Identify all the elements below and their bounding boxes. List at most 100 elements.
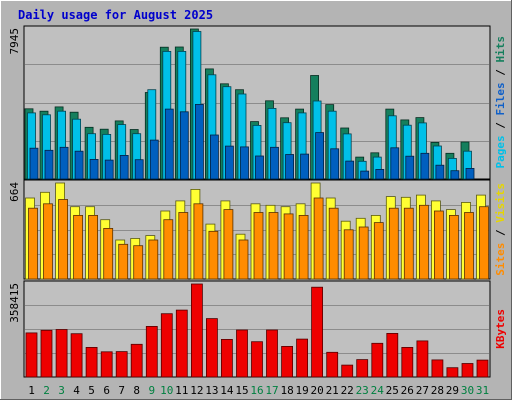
panel-max-label: 7945 <box>8 28 21 55</box>
bar-kbytes-day-1 <box>25 332 38 378</box>
bar-pages-day-25 <box>390 147 400 180</box>
bar-sites-day-23 <box>358 226 369 280</box>
bar-kbytes-day-30 <box>461 363 474 378</box>
bar-kbytes-day-21 <box>326 351 339 378</box>
bar-pages-day-18 <box>285 154 295 180</box>
x-tick-label-day-3: 3 <box>58 384 65 397</box>
x-tick-label-day-1: 1 <box>28 384 35 397</box>
bar-kbytes-day-26 <box>401 346 414 378</box>
panel-max-label: 664 <box>8 182 21 202</box>
bar-sites-day-31 <box>479 206 489 280</box>
x-tick-label-day-6: 6 <box>103 384 110 397</box>
x-tick-label-day-22: 22 <box>341 384 354 397</box>
bar-pages-day-3 <box>59 146 69 180</box>
x-tick-label-day-17: 17 <box>265 384 278 397</box>
panel-hits_files_pages: 7945 Pages / Files / Hits <box>8 25 507 180</box>
bar-sites-day-24 <box>373 222 384 280</box>
bar-sites-day-29 <box>448 214 459 280</box>
bar-pages-day-9 <box>149 139 159 180</box>
x-tick-label-day-25: 25 <box>386 384 399 397</box>
bar-pages-day-8 <box>134 159 144 180</box>
x-tick-label-day-11: 11 <box>175 384 188 397</box>
bar-pages-day-29 <box>450 170 460 180</box>
x-tick-label-day-5: 5 <box>88 384 95 397</box>
x-tick-label-day-4: 4 <box>73 384 80 397</box>
bar-sites-day-14 <box>223 209 234 280</box>
bar-pages-day-21 <box>330 148 340 180</box>
x-tick-label-day-21: 21 <box>326 384 339 397</box>
bar-kbytes-day-11 <box>175 309 188 378</box>
axis-title-separator: / <box>494 223 507 243</box>
bar-pages-day-22 <box>345 160 355 180</box>
bar-pages-day-17 <box>270 146 279 180</box>
bar-pages-day-26 <box>405 155 415 180</box>
bar-kbytes-day-17 <box>266 329 278 378</box>
bar-sites-day-5 <box>88 214 98 280</box>
bar-kbytes-day-14 <box>220 338 233 378</box>
bar-kbytes-day-20 <box>311 286 324 378</box>
bar-pages-day-28 <box>435 164 445 180</box>
bar-kbytes-day-6 <box>100 351 113 378</box>
bar-kbytes-day-16 <box>251 341 263 378</box>
axis-title-kbytes: KBytes <box>494 309 507 349</box>
bar-pages-day-5 <box>89 158 99 180</box>
x-tick-label-day-9: 9 <box>148 384 155 397</box>
series-kbytes <box>25 283 489 378</box>
x-tick-label-day-18: 18 <box>280 384 293 397</box>
x-axis-labels: 1 2 3 4 5 6 7 8 9 10 11 12 13 14 15 16 17 18 19 20 21 22 23 24 2… <box>28 384 489 397</box>
bar-pages-day-12 <box>194 104 204 180</box>
bar-kbytes-day-7 <box>115 351 128 378</box>
bar-sites-day-27 <box>418 204 429 280</box>
bar-sites-day-28 <box>433 210 444 280</box>
bar-kbytes-day-3 <box>55 329 68 378</box>
bar-pages-day-2 <box>44 149 54 180</box>
bar-pages-day-11 <box>179 111 189 180</box>
bar-kbytes-day-19 <box>296 338 309 378</box>
x-tick-label-day-12: 12 <box>190 384 203 397</box>
bar-sites-day-12 <box>193 203 204 280</box>
axis-title-files: Files <box>494 82 507 115</box>
bar-kbytes-day-28 <box>431 359 444 378</box>
bar-pages-day-20 <box>315 132 325 180</box>
bar-sites-day-30 <box>464 212 474 280</box>
panel-axis-title: KBytes <box>494 309 507 349</box>
bar-sites-day-16 <box>253 212 264 280</box>
bar-sites-day-13 <box>208 230 219 280</box>
bar-sites-day-26 <box>403 207 414 280</box>
bar-sites-day-11 <box>178 212 189 280</box>
bar-sites-day-9 <box>148 239 159 280</box>
bar-kbytes-day-2 <box>40 329 53 378</box>
bar-kbytes-day-13 <box>205 318 218 378</box>
bar-sites-day-10 <box>163 219 174 280</box>
bar-sites-day-6 <box>103 227 114 280</box>
x-tick-label-day-16: 16 <box>250 384 263 397</box>
bar-sites-day-1 <box>28 207 38 280</box>
x-tick-label-day-28: 28 <box>431 384 444 397</box>
bar-sites-day-15 <box>238 239 249 280</box>
axis-title-separator: / <box>494 116 507 136</box>
bar-pages-day-16 <box>255 155 264 180</box>
x-tick-label-day-24: 24 <box>371 384 385 397</box>
bar-sites-day-21 <box>328 207 339 280</box>
x-tick-label-day-23: 23 <box>356 384 369 397</box>
bar-pages-day-15 <box>240 146 249 180</box>
bar-sites-day-2 <box>43 203 53 280</box>
bar-kbytes-day-12 <box>190 283 203 378</box>
bar-pages-day-24 <box>375 168 385 180</box>
x-tick-label-day-29: 29 <box>446 384 459 397</box>
series-sites <box>28 197 489 280</box>
x-tick-label-day-14: 14 <box>220 384 234 397</box>
chart-panels: 7945 Pages / Files / Hits 664 Sites / Visit… <box>8 25 507 378</box>
bar-pages-day-19 <box>300 153 310 180</box>
bar-pages-day-6 <box>104 159 114 180</box>
panel-visits_sites: 664 Sites / Visits <box>8 179 507 280</box>
panel-kbytes: 358415 KBytes <box>8 280 507 378</box>
series-pages <box>29 104 475 180</box>
bar-kbytes-day-15 <box>236 329 248 378</box>
x-tick-label-day-8: 8 <box>133 384 140 397</box>
axis-title-hits: Hits <box>494 36 507 63</box>
x-tick-label-day-31: 31 <box>476 384 489 397</box>
bar-kbytes-day-10 <box>160 313 173 378</box>
bar-pages-day-7 <box>119 154 129 180</box>
